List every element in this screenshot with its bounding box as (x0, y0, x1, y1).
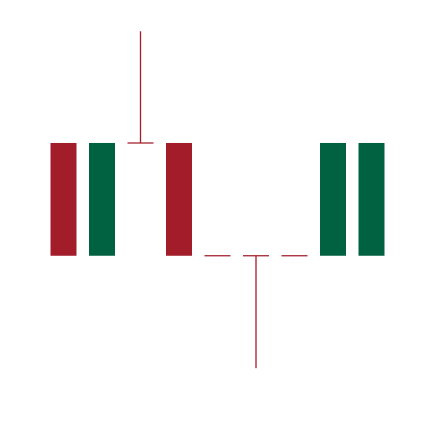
candle-2 (89, 142, 115, 256)
candle-9 (358, 142, 385, 256)
candle-3 (127, 31, 154, 144)
candle-6 (243, 255, 269, 369)
candle-9-body (358, 142, 385, 256)
candle-1-body (50, 142, 77, 256)
candle-8 (320, 142, 346, 256)
candle-2-body (89, 142, 115, 256)
candle-4-body (166, 142, 192, 256)
candle-1 (50, 142, 77, 256)
candle-4 (166, 142, 192, 256)
candle-8-body (320, 142, 346, 256)
